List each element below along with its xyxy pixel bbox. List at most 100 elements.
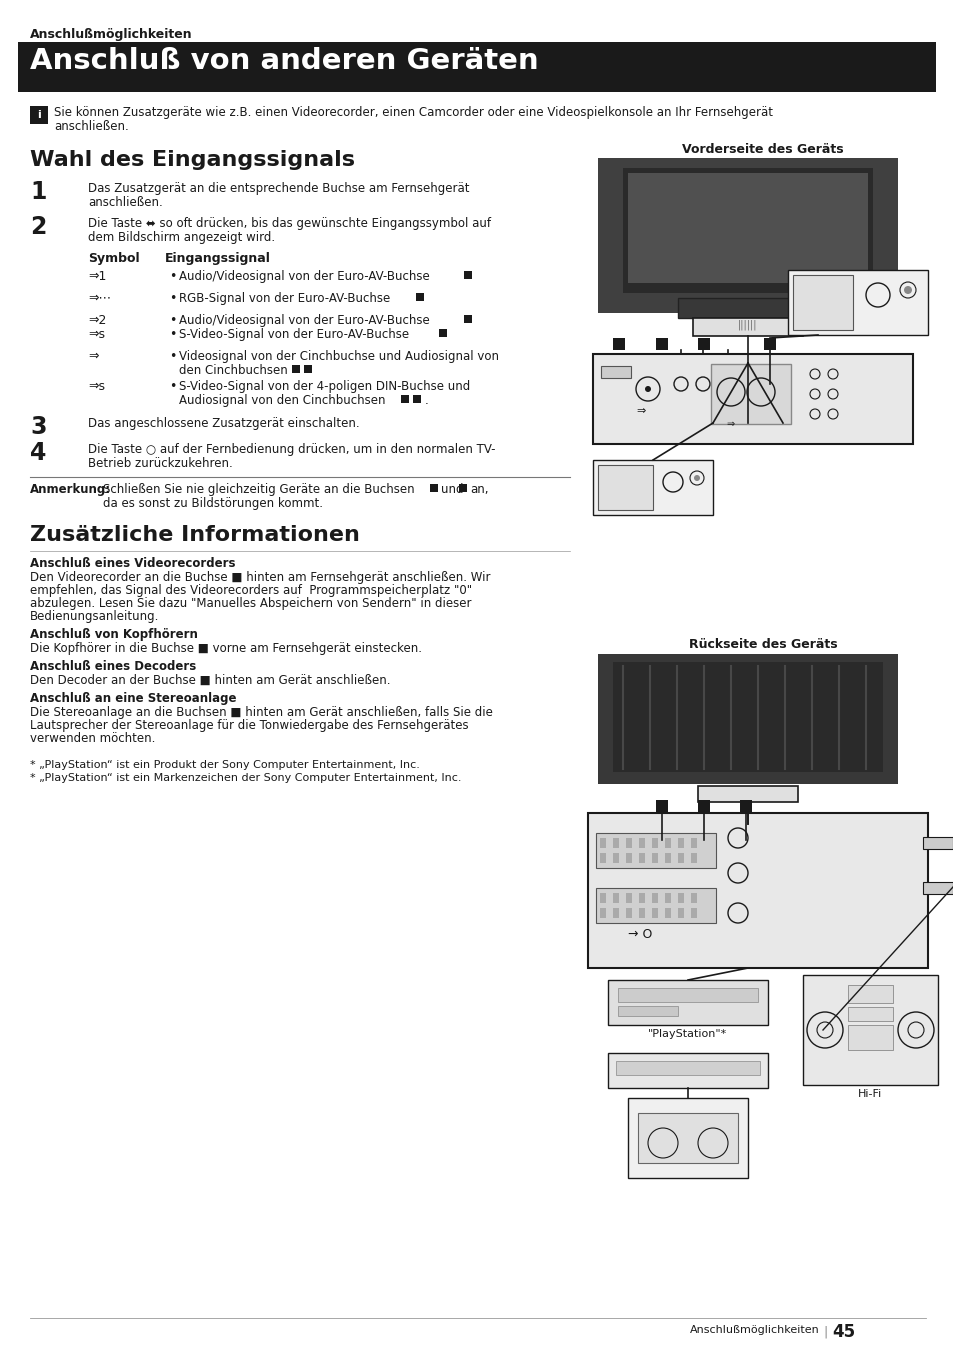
- Text: Eingangssignal: Eingangssignal: [165, 253, 271, 265]
- Bar: [400, 394, 409, 403]
- Bar: [599, 852, 605, 863]
- Text: ⇒: ⇒: [726, 419, 735, 430]
- Bar: [600, 366, 630, 378]
- Bar: [596, 888, 716, 923]
- Bar: [458, 484, 467, 492]
- Bar: [292, 365, 299, 373]
- Text: Sie können Zusatzgeräte wie z.B. einen Videorecorder, einen Camcorder oder eine : Sie können Zusatzgeräte wie z.B. einen V…: [54, 105, 772, 119]
- Text: Symbol: Symbol: [88, 253, 139, 265]
- Bar: [599, 908, 605, 917]
- Bar: [847, 1025, 892, 1050]
- Bar: [413, 394, 420, 403]
- Bar: [587, 813, 927, 969]
- Text: 3: 3: [30, 415, 47, 439]
- Text: und: und: [440, 484, 463, 496]
- Text: Die Stereoanlage an die Buchsen ■ hinten am Gerät anschließen, falls Sie die: Die Stereoanlage an die Buchsen ■ hinten…: [30, 707, 493, 719]
- Bar: [627, 1098, 747, 1178]
- Text: abzulegen. Lesen Sie dazu "Manuelles Abspeichern von Sendern" in dieser: abzulegen. Lesen Sie dazu "Manuelles Abs…: [30, 597, 471, 611]
- Bar: [613, 338, 624, 350]
- Text: 2: 2: [30, 215, 47, 239]
- Bar: [698, 338, 709, 350]
- Text: Anschluß von anderen Geräten: Anschluß von anderen Geräten: [30, 47, 538, 76]
- Text: ⇒: ⇒: [88, 350, 98, 363]
- Text: |: |: [822, 1325, 826, 1337]
- Text: Lautsprecher der Stereoanlage für die Tonwiedergabe des Fernsehgerätes: Lautsprecher der Stereoanlage für die To…: [30, 719, 468, 732]
- Bar: [698, 786, 797, 802]
- Text: •: •: [169, 350, 176, 363]
- Bar: [613, 908, 618, 917]
- Bar: [664, 838, 670, 848]
- Text: Schließen Sie nie gleichzeitig Geräte an die Buchsen: Schließen Sie nie gleichzeitig Geräte an…: [103, 484, 415, 496]
- Bar: [613, 852, 618, 863]
- Text: Rückseite des Geräts: Rückseite des Geräts: [688, 638, 837, 651]
- Bar: [622, 168, 872, 293]
- Bar: [613, 893, 618, 902]
- Text: den Cinchbuchsen: den Cinchbuchsen: [179, 363, 288, 377]
- Bar: [664, 852, 670, 863]
- Text: Anmerkung:: Anmerkung:: [30, 484, 111, 496]
- Bar: [656, 338, 667, 350]
- Text: Die Taste ⬌ so oft drücken, bis das gewünschte Eingangssymbol auf: Die Taste ⬌ so oft drücken, bis das gewü…: [88, 218, 491, 230]
- Text: i: i: [37, 109, 41, 120]
- Bar: [690, 852, 697, 863]
- Text: "PlayStation"*: "PlayStation"*: [648, 1029, 727, 1039]
- Bar: [802, 975, 937, 1085]
- Text: ⇒: ⇒: [636, 407, 645, 416]
- Bar: [638, 1113, 738, 1163]
- Bar: [698, 800, 709, 812]
- Bar: [463, 315, 472, 323]
- Bar: [593, 459, 712, 515]
- Text: Die Kopfhörer in die Buchse ■ vorne am Fernsehgerät einstecken.: Die Kopfhörer in die Buchse ■ vorne am F…: [30, 642, 421, 655]
- Text: Anschluß eines Videorecorders: Anschluß eines Videorecorders: [30, 557, 235, 570]
- Text: Anschluß von Kopfhörern: Anschluß von Kopfhörern: [30, 628, 197, 640]
- Bar: [690, 908, 697, 917]
- Text: ⇒1: ⇒1: [88, 270, 107, 282]
- Text: •: •: [169, 328, 176, 340]
- Bar: [787, 270, 927, 335]
- Text: ⇒s: ⇒s: [88, 380, 105, 393]
- Text: Audio/Videosignal von der Euro-AV-Buchse: Audio/Videosignal von der Euro-AV-Buchse: [179, 313, 429, 327]
- Bar: [430, 484, 437, 492]
- Text: .: .: [424, 394, 428, 407]
- Bar: [847, 985, 892, 1002]
- Bar: [656, 800, 667, 812]
- Text: Das Zusatzgerät an die entsprechende Buchse am Fernsehgerät: Das Zusatzgerät an die entsprechende Buc…: [88, 182, 469, 195]
- Circle shape: [693, 476, 700, 481]
- Text: da es sonst zu Bildstörungen kommt.: da es sonst zu Bildstörungen kommt.: [103, 497, 323, 509]
- Bar: [598, 654, 897, 784]
- Bar: [416, 293, 423, 301]
- Bar: [618, 1006, 678, 1016]
- Text: •: •: [169, 270, 176, 282]
- Text: empfehlen, das Signal des Videorecorders auf  Programmspeicherplatz "0": empfehlen, das Signal des Videorecorders…: [30, 584, 472, 597]
- Text: Anschlußmöglichkeiten: Anschlußmöglichkeiten: [690, 1325, 820, 1335]
- Bar: [596, 834, 716, 867]
- Bar: [923, 838, 952, 848]
- Text: Bedienungsanleitung.: Bedienungsanleitung.: [30, 611, 159, 623]
- Text: Anschluß eines Decoders: Anschluß eines Decoders: [30, 661, 196, 673]
- Bar: [651, 852, 658, 863]
- Bar: [438, 330, 447, 336]
- Bar: [607, 979, 767, 1025]
- Bar: [625, 852, 631, 863]
- Text: an,: an,: [470, 484, 488, 496]
- Bar: [678, 299, 817, 317]
- Circle shape: [903, 286, 911, 295]
- Bar: [304, 365, 312, 373]
- Bar: [639, 838, 644, 848]
- Bar: [678, 893, 683, 902]
- Bar: [463, 272, 472, 280]
- Text: Audio/Videosignal von der Euro-AV-Buchse: Audio/Videosignal von der Euro-AV-Buchse: [179, 270, 429, 282]
- Text: Hi-Fi: Hi-Fi: [857, 1089, 882, 1098]
- Text: Das angeschlossene Zusatzgerät einschalten.: Das angeschlossene Zusatzgerät einschalt…: [88, 417, 359, 430]
- Text: ||||||: ||||||: [738, 319, 757, 330]
- Bar: [639, 893, 644, 902]
- Bar: [678, 908, 683, 917]
- Bar: [690, 838, 697, 848]
- Text: 45: 45: [831, 1323, 854, 1342]
- Text: Vorderseite des Geräts: Vorderseite des Geräts: [681, 143, 842, 155]
- Bar: [613, 662, 882, 771]
- Text: ⇒s: ⇒s: [88, 328, 105, 340]
- Text: 4: 4: [30, 440, 47, 465]
- Text: Anschlußmöglichkeiten: Anschlußmöglichkeiten: [30, 28, 193, 41]
- Text: Die Taste ○ auf der Fernbedienung drücken, um in den normalen TV-: Die Taste ○ auf der Fernbedienung drücke…: [88, 443, 495, 457]
